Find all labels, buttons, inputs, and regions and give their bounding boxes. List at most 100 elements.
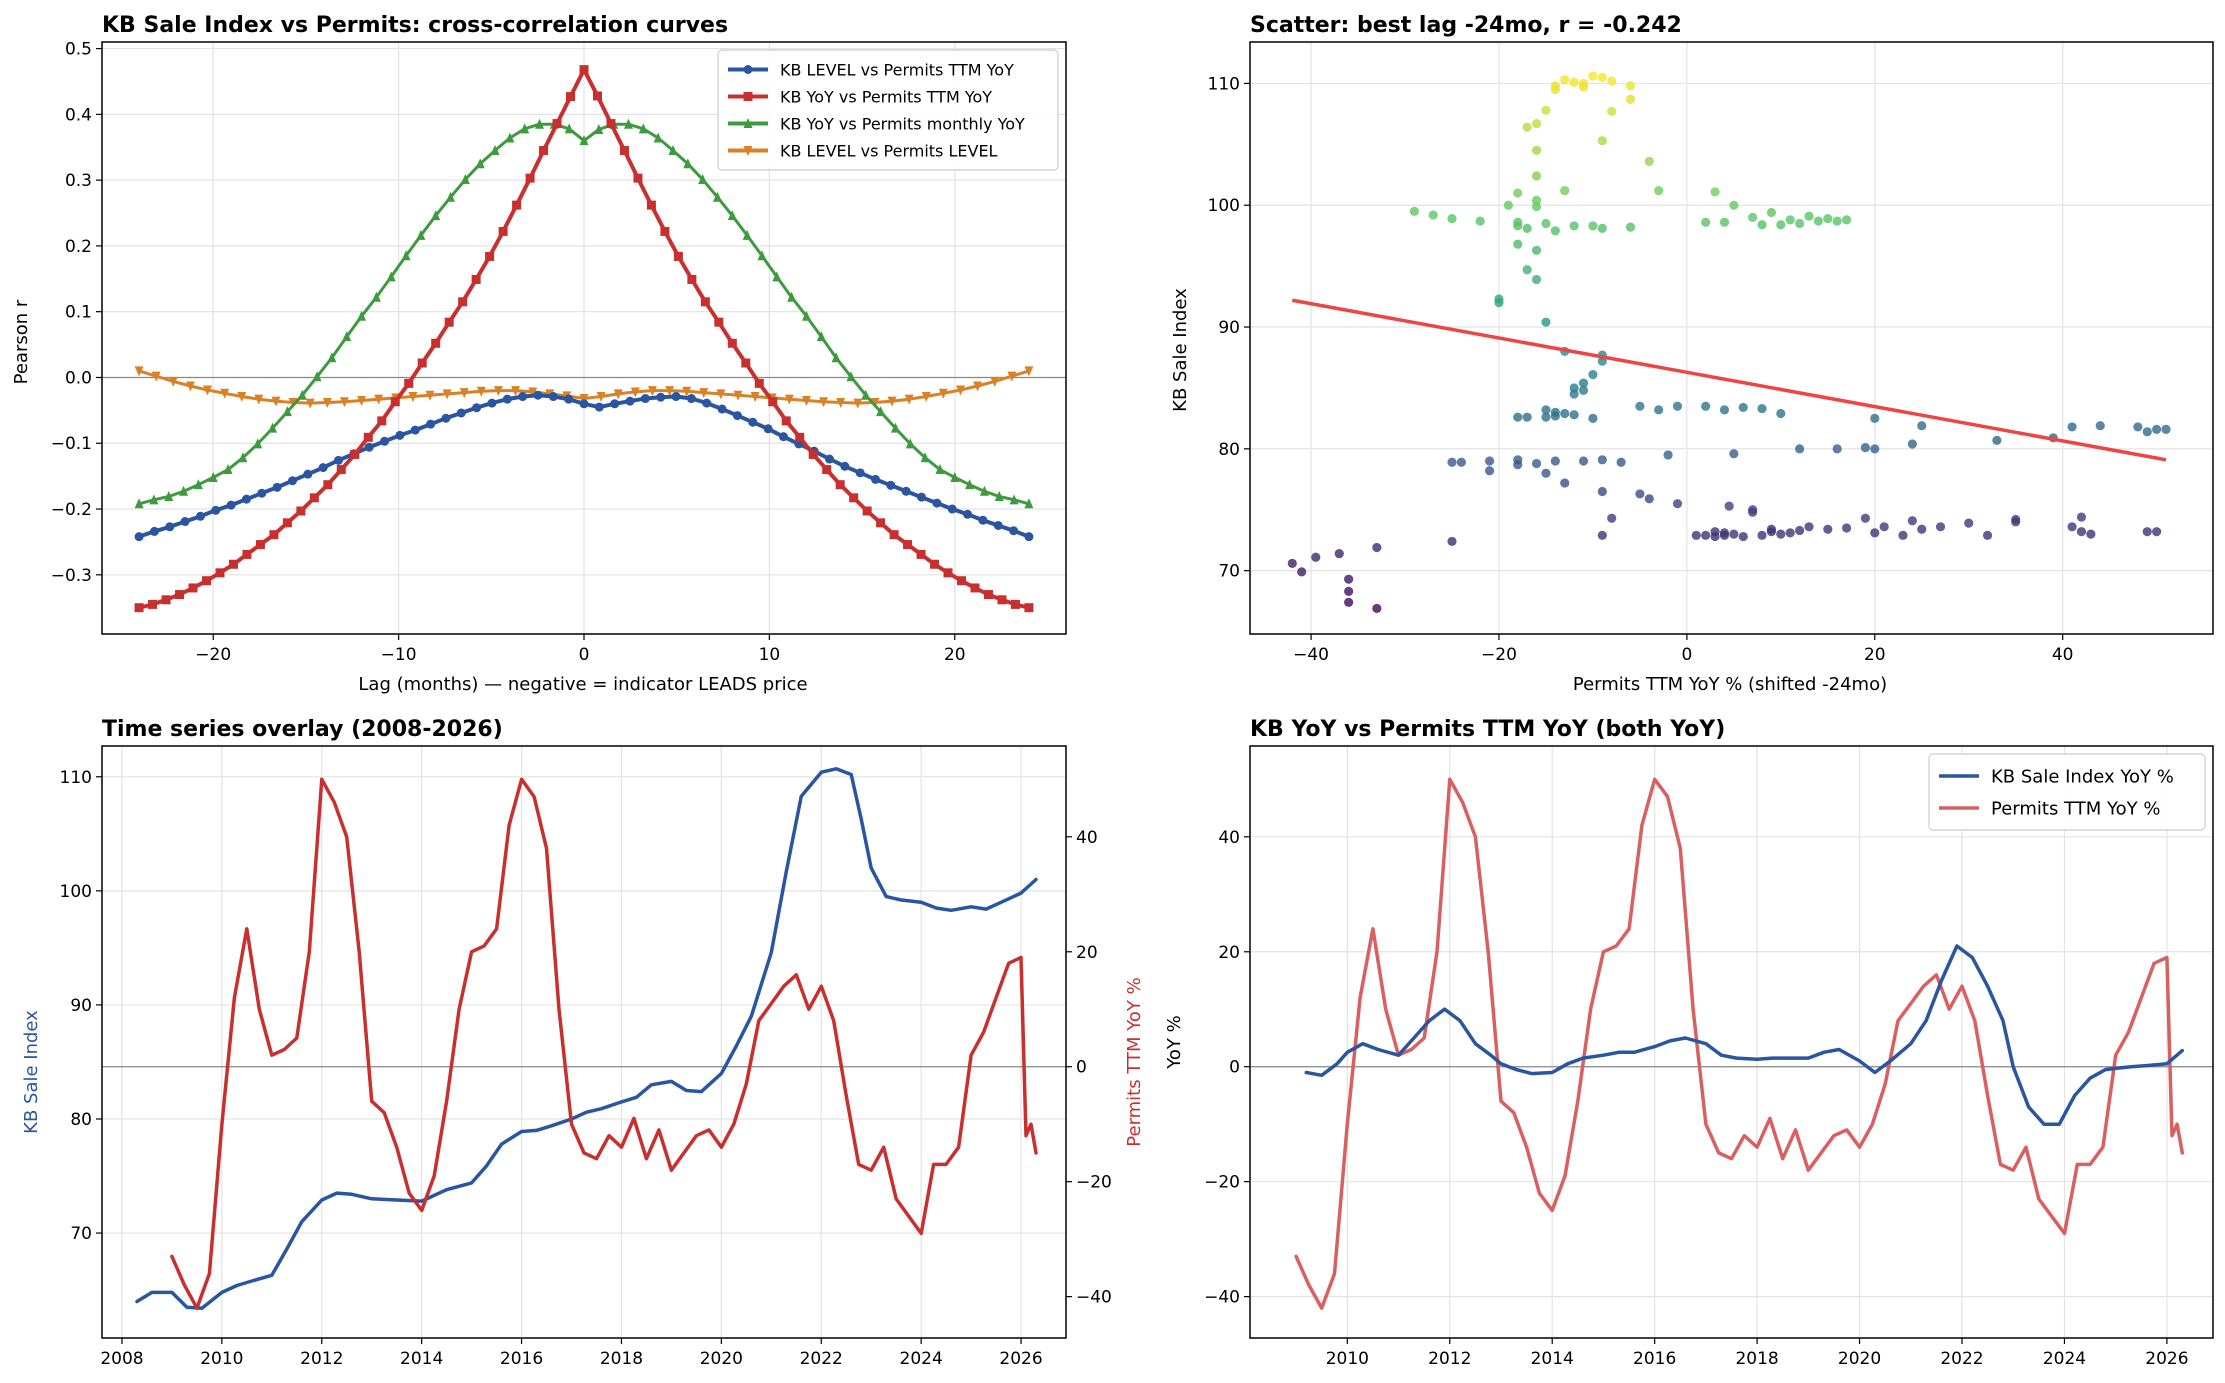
data-point: [2067, 422, 2077, 432]
x-tick-label: 2026: [999, 1349, 1042, 1369]
data-point: [1597, 486, 1607, 497]
data-point: [1541, 468, 1551, 478]
y-tick-label: 70: [70, 1224, 92, 1244]
data-point: [1729, 200, 1739, 210]
data-point: [1738, 531, 1748, 542]
data-point: [1541, 317, 1551, 327]
x-tick-label: 2008: [100, 1349, 143, 1369]
data-point: [404, 378, 414, 388]
data-point: [1447, 457, 1457, 467]
x-tick-label: 2014: [400, 1349, 443, 1369]
y-tick-label: 90: [70, 996, 92, 1016]
data-point: [180, 517, 190, 527]
data-point: [134, 498, 144, 509]
x-tick-label: 2014: [1531, 1349, 1574, 1369]
data-point: [548, 392, 558, 402]
data-point: [1757, 530, 1767, 540]
data-point: [1447, 214, 1457, 224]
series-line: [1294, 777, 2185, 1310]
x-tick-label: 2016: [500, 1349, 543, 1369]
x-tick-label: 2010: [200, 1349, 243, 1369]
data-point: [955, 385, 965, 396]
data-point: [1964, 518, 1974, 528]
trend-line: [1291, 298, 2167, 462]
data-point: [754, 378, 764, 388]
data-point: [1625, 81, 1636, 91]
data-point: [188, 583, 198, 593]
data-point: [238, 452, 248, 463]
data-point: [1597, 530, 1607, 540]
data-point: [784, 394, 794, 405]
data-point: [1522, 122, 1532, 132]
data-point: [336, 465, 346, 475]
legend-label: KB YoY vs Permits monthly YoY: [780, 114, 1025, 133]
data-point: [683, 158, 693, 169]
data-point: [282, 518, 292, 528]
data-point: [1776, 529, 1786, 539]
data-point: [151, 371, 161, 382]
data-point: [619, 146, 629, 156]
data-point: [787, 291, 797, 302]
data-point: [134, 603, 144, 613]
data-point: [149, 494, 159, 505]
data-point: [743, 65, 753, 74]
data-point: [363, 432, 373, 442]
data-point: [1541, 405, 1551, 415]
data-point: [1456, 457, 1466, 467]
y2-tick-label: −20: [1076, 1173, 1112, 1193]
data-point: [965, 479, 975, 490]
data-point: [963, 509, 973, 519]
data-point: [1484, 456, 1495, 466]
data-point: [208, 471, 218, 482]
plot-border: [101, 41, 1067, 635]
data-point: [1607, 76, 1617, 86]
data-point: [1757, 404, 1767, 414]
x-tick-label: 0: [579, 645, 590, 665]
data-point: [1776, 408, 1786, 419]
data-point: [1672, 401, 1683, 411]
data-point: [990, 376, 1000, 387]
data-point: [520, 123, 530, 134]
data-point: [932, 498, 942, 508]
data-point: [1748, 507, 1758, 517]
data-point: [564, 394, 574, 404]
data-point: [511, 386, 521, 397]
data-point: [442, 389, 452, 400]
data-point: [613, 389, 623, 400]
data-point: [831, 352, 841, 363]
y-tick-label: 70: [1218, 562, 1240, 582]
data-point: [905, 438, 915, 449]
data-point: [801, 310, 811, 321]
data-point: [1531, 171, 1542, 181]
data-point: [475, 158, 485, 169]
data-point: [1625, 222, 1636, 232]
data-point: [168, 376, 178, 387]
data-point: [1860, 513, 1870, 523]
data-point: [215, 568, 225, 578]
data-point: [903, 540, 913, 550]
data-point: [781, 416, 791, 426]
y-tick-label: 0: [1229, 1058, 1240, 1078]
data-point: [855, 468, 865, 478]
data-point: [623, 118, 633, 129]
data-point: [1870, 413, 1880, 423]
data-point: [1560, 478, 1570, 488]
data-point: [185, 381, 195, 392]
data-point: [1644, 156, 1654, 166]
data-point: [417, 358, 427, 368]
data-point: [1898, 530, 1908, 540]
data-point: [490, 145, 500, 156]
data-point: [1795, 218, 1805, 229]
data-point: [1860, 443, 1870, 453]
data-point: [525, 173, 535, 183]
x-tick-label: 2020: [1838, 1349, 1881, 1369]
y-tick-label: −0.1: [51, 434, 92, 454]
data-point: [134, 366, 144, 377]
data-point: [1409, 206, 1420, 216]
data-point: [1513, 460, 1523, 470]
data-point: [816, 331, 826, 342]
data-point: [271, 396, 281, 407]
data-point: [327, 352, 337, 363]
y-tick-label: 0.4: [65, 105, 92, 125]
data-point: [653, 132, 663, 143]
